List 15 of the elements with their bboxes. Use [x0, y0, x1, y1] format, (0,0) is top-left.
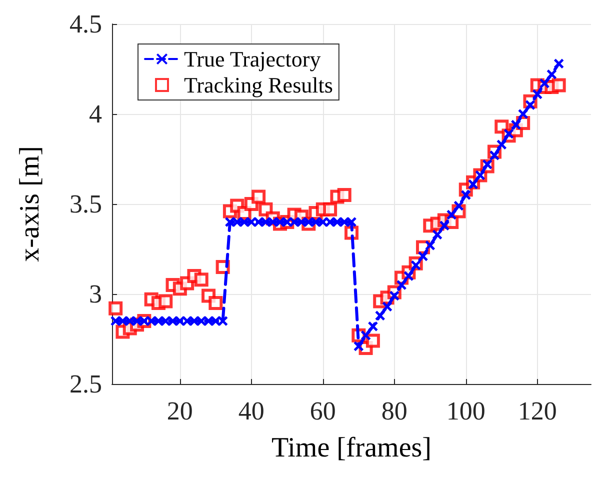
x-tick-label: 40	[238, 396, 264, 426]
y-axis-title: x-axis [m]	[14, 146, 46, 262]
y-tick-label: 4	[89, 100, 102, 128]
y-tick-label: 3.5	[70, 190, 102, 218]
x-tick-label: 80	[381, 396, 408, 426]
legend-label: True Trajectory	[184, 46, 321, 72]
x-tick-label: 20	[166, 396, 193, 426]
y-tick-label: 3	[89, 280, 102, 308]
y-tick-label: 4.5	[70, 10, 102, 38]
x-tick-label: 120	[518, 396, 557, 426]
x-tick-label: 100	[446, 396, 486, 426]
y-tick-label: 2.5	[70, 370, 102, 398]
x-axis-title: Time [frames]	[272, 432, 432, 464]
legend-label: Tracking Results	[184, 72, 333, 98]
x-tick-label: 60	[310, 396, 336, 426]
